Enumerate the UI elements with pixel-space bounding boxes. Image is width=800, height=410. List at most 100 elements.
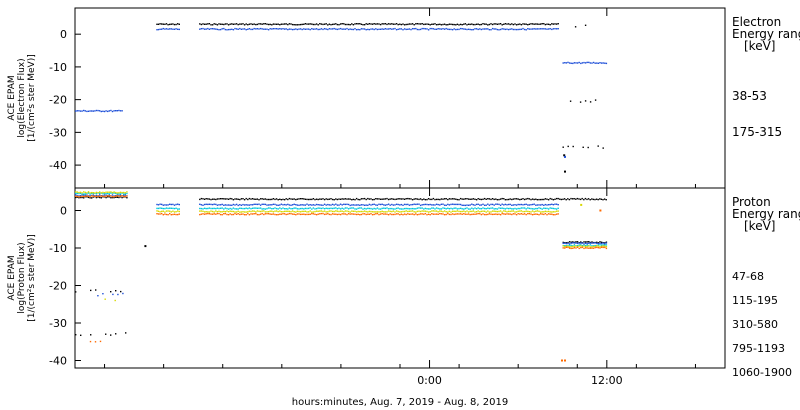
data-point	[391, 207, 393, 210]
data-point	[469, 210, 471, 213]
data-point	[389, 28, 391, 30]
data-point	[434, 208, 436, 210]
data-point	[202, 210, 204, 212]
data-point	[362, 210, 364, 213]
data-point	[487, 24, 489, 26]
data-point	[376, 207, 379, 209]
data-point	[97, 295, 99, 297]
data-point	[203, 213, 206, 215]
data-point	[402, 204, 404, 206]
data-point	[84, 191, 86, 194]
data-point	[314, 28, 316, 30]
data-point	[597, 247, 600, 249]
data-point	[177, 208, 179, 210]
data-point	[223, 27, 225, 30]
data-point	[218, 204, 220, 206]
data-point	[331, 28, 334, 30]
data-point	[392, 23, 395, 25]
data-point	[423, 198, 425, 200]
data-point	[527, 204, 529, 206]
data-point	[223, 204, 225, 206]
data-point	[418, 203, 420, 205]
data-point	[299, 207, 302, 210]
data-point	[469, 198, 471, 200]
data-point	[95, 193, 98, 195]
data-point	[253, 207, 255, 209]
data-point	[330, 210, 332, 212]
data-point	[119, 191, 122, 193]
data-point	[368, 198, 371, 200]
data-point	[555, 208, 558, 210]
y-tick-label: -30	[49, 126, 67, 139]
data-point	[408, 213, 411, 215]
data-point	[95, 196, 98, 199]
data-point	[570, 247, 572, 250]
data-point	[536, 28, 539, 30]
data-point	[491, 213, 494, 216]
data-point	[506, 207, 508, 209]
data-point	[341, 198, 343, 200]
data-point	[447, 198, 449, 201]
data-point	[474, 204, 476, 206]
data-point	[378, 208, 380, 210]
data-point	[432, 213, 435, 215]
data-point	[506, 204, 508, 206]
data-point	[218, 207, 220, 210]
data-point	[440, 28, 443, 30]
data-point	[543, 211, 545, 213]
data-point	[434, 23, 436, 25]
data-point	[491, 198, 494, 200]
y-tick-label: -10	[49, 61, 67, 74]
data-point	[538, 207, 540, 209]
data-point	[351, 23, 353, 25]
data-point	[355, 197, 358, 200]
data-point	[328, 210, 331, 212]
data-point	[99, 195, 101, 198]
data-point	[507, 210, 510, 213]
data-point	[434, 210, 436, 212]
data-point	[386, 197, 388, 200]
data-point	[227, 28, 230, 31]
data-point	[360, 210, 363, 213]
data-point	[240, 23, 243, 25]
data-point	[453, 198, 455, 200]
data-point	[429, 203, 431, 206]
data-point	[463, 198, 465, 200]
data-point	[581, 245, 584, 248]
data-point	[472, 210, 475, 212]
data-point	[555, 197, 558, 200]
data-point	[216, 212, 219, 215]
data-point	[442, 211, 444, 213]
data-point	[424, 212, 427, 215]
data-point	[259, 210, 262, 213]
data-point	[528, 211, 531, 213]
data-point	[536, 199, 539, 201]
data-point	[245, 214, 247, 216]
data-point	[536, 23, 539, 25]
data-point	[599, 62, 601, 64]
y-tick-label: -20	[49, 94, 67, 107]
data-point	[76, 110, 78, 112]
data-point	[535, 213, 537, 215]
data-point	[520, 203, 523, 206]
data-point	[503, 210, 505, 212]
data-point	[169, 23, 171, 26]
data-point	[89, 192, 91, 194]
data-point	[296, 210, 299, 212]
data-point	[533, 198, 535, 201]
data-point	[94, 110, 96, 112]
data-point	[488, 213, 491, 215]
data-point	[519, 198, 521, 201]
data-point	[256, 28, 259, 30]
data-point	[211, 24, 214, 26]
data-point	[480, 28, 483, 31]
data-point	[339, 203, 342, 205]
data-point	[243, 28, 246, 30]
data-point	[173, 204, 176, 206]
data-point	[123, 195, 125, 198]
data-point	[464, 207, 467, 210]
data-point	[467, 198, 470, 200]
data-point	[126, 191, 128, 193]
data-point	[576, 197, 579, 200]
data-point	[304, 204, 307, 206]
